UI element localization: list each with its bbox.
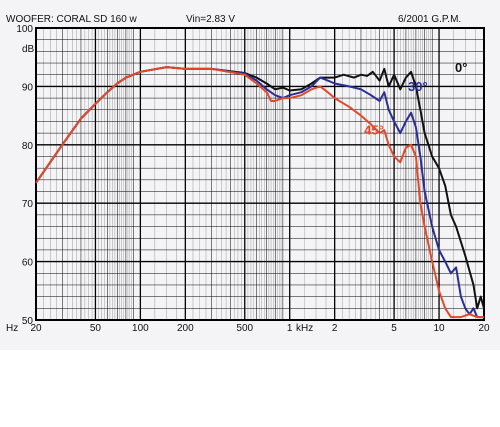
x-tick-label: 20 (30, 323, 42, 334)
scanned-chart-background (0, 0, 500, 350)
series-label: 45° (364, 122, 384, 137)
x-unit-label-hz: Hz (6, 323, 18, 334)
series-line (35, 66, 485, 310)
y-tick-label: 80 (22, 141, 34, 152)
plot-frame (35, 27, 485, 321)
x-axis-ticks: 20 50 100 200 500 1 2 5 10 20 (30, 323, 490, 334)
y-tick-label: 70 (22, 199, 34, 210)
x-tick-label: 2 (332, 323, 338, 334)
series-label: 0° (455, 60, 467, 75)
frequency-response-chart: WOOFER: CORAL SD 160 w Vin=2.83 V 6/2001… (6, 14, 490, 334)
chart-grid (35, 27, 485, 321)
x-unit-label-khz: kHz (296, 323, 313, 334)
y-unit-label: dB (22, 44, 35, 55)
x-tick-label: 500 (236, 323, 253, 334)
y-axis-ticks: 100 90 80 70 60 50 (16, 24, 33, 327)
y-tick-label: 90 (22, 82, 34, 93)
angle-labels: 0° 30° 45° (364, 60, 467, 137)
x-tick-label: 100 (132, 323, 149, 334)
series-line (35, 66, 484, 319)
x-tick-label: 10 (433, 323, 445, 334)
x-tick-label: 1 (287, 323, 293, 334)
date-author-label: 6/2001 G.P.M. (398, 14, 461, 25)
y-tick-label: 100 (16, 24, 33, 35)
input-voltage-label: Vin=2.83 V (186, 14, 235, 25)
x-tick-label: 50 (90, 323, 102, 334)
series-line (35, 66, 484, 319)
y-tick-label: 60 (22, 258, 34, 269)
x-tick-label: 200 (177, 323, 194, 334)
x-tick-label: 20 (478, 323, 490, 334)
y-tick-label: 50 (22, 316, 34, 327)
chart-title: WOOFER: CORAL SD 160 w (6, 14, 138, 25)
series-label: 30° (408, 79, 428, 94)
response-curves (35, 66, 485, 319)
x-tick-label: 5 (391, 323, 397, 334)
